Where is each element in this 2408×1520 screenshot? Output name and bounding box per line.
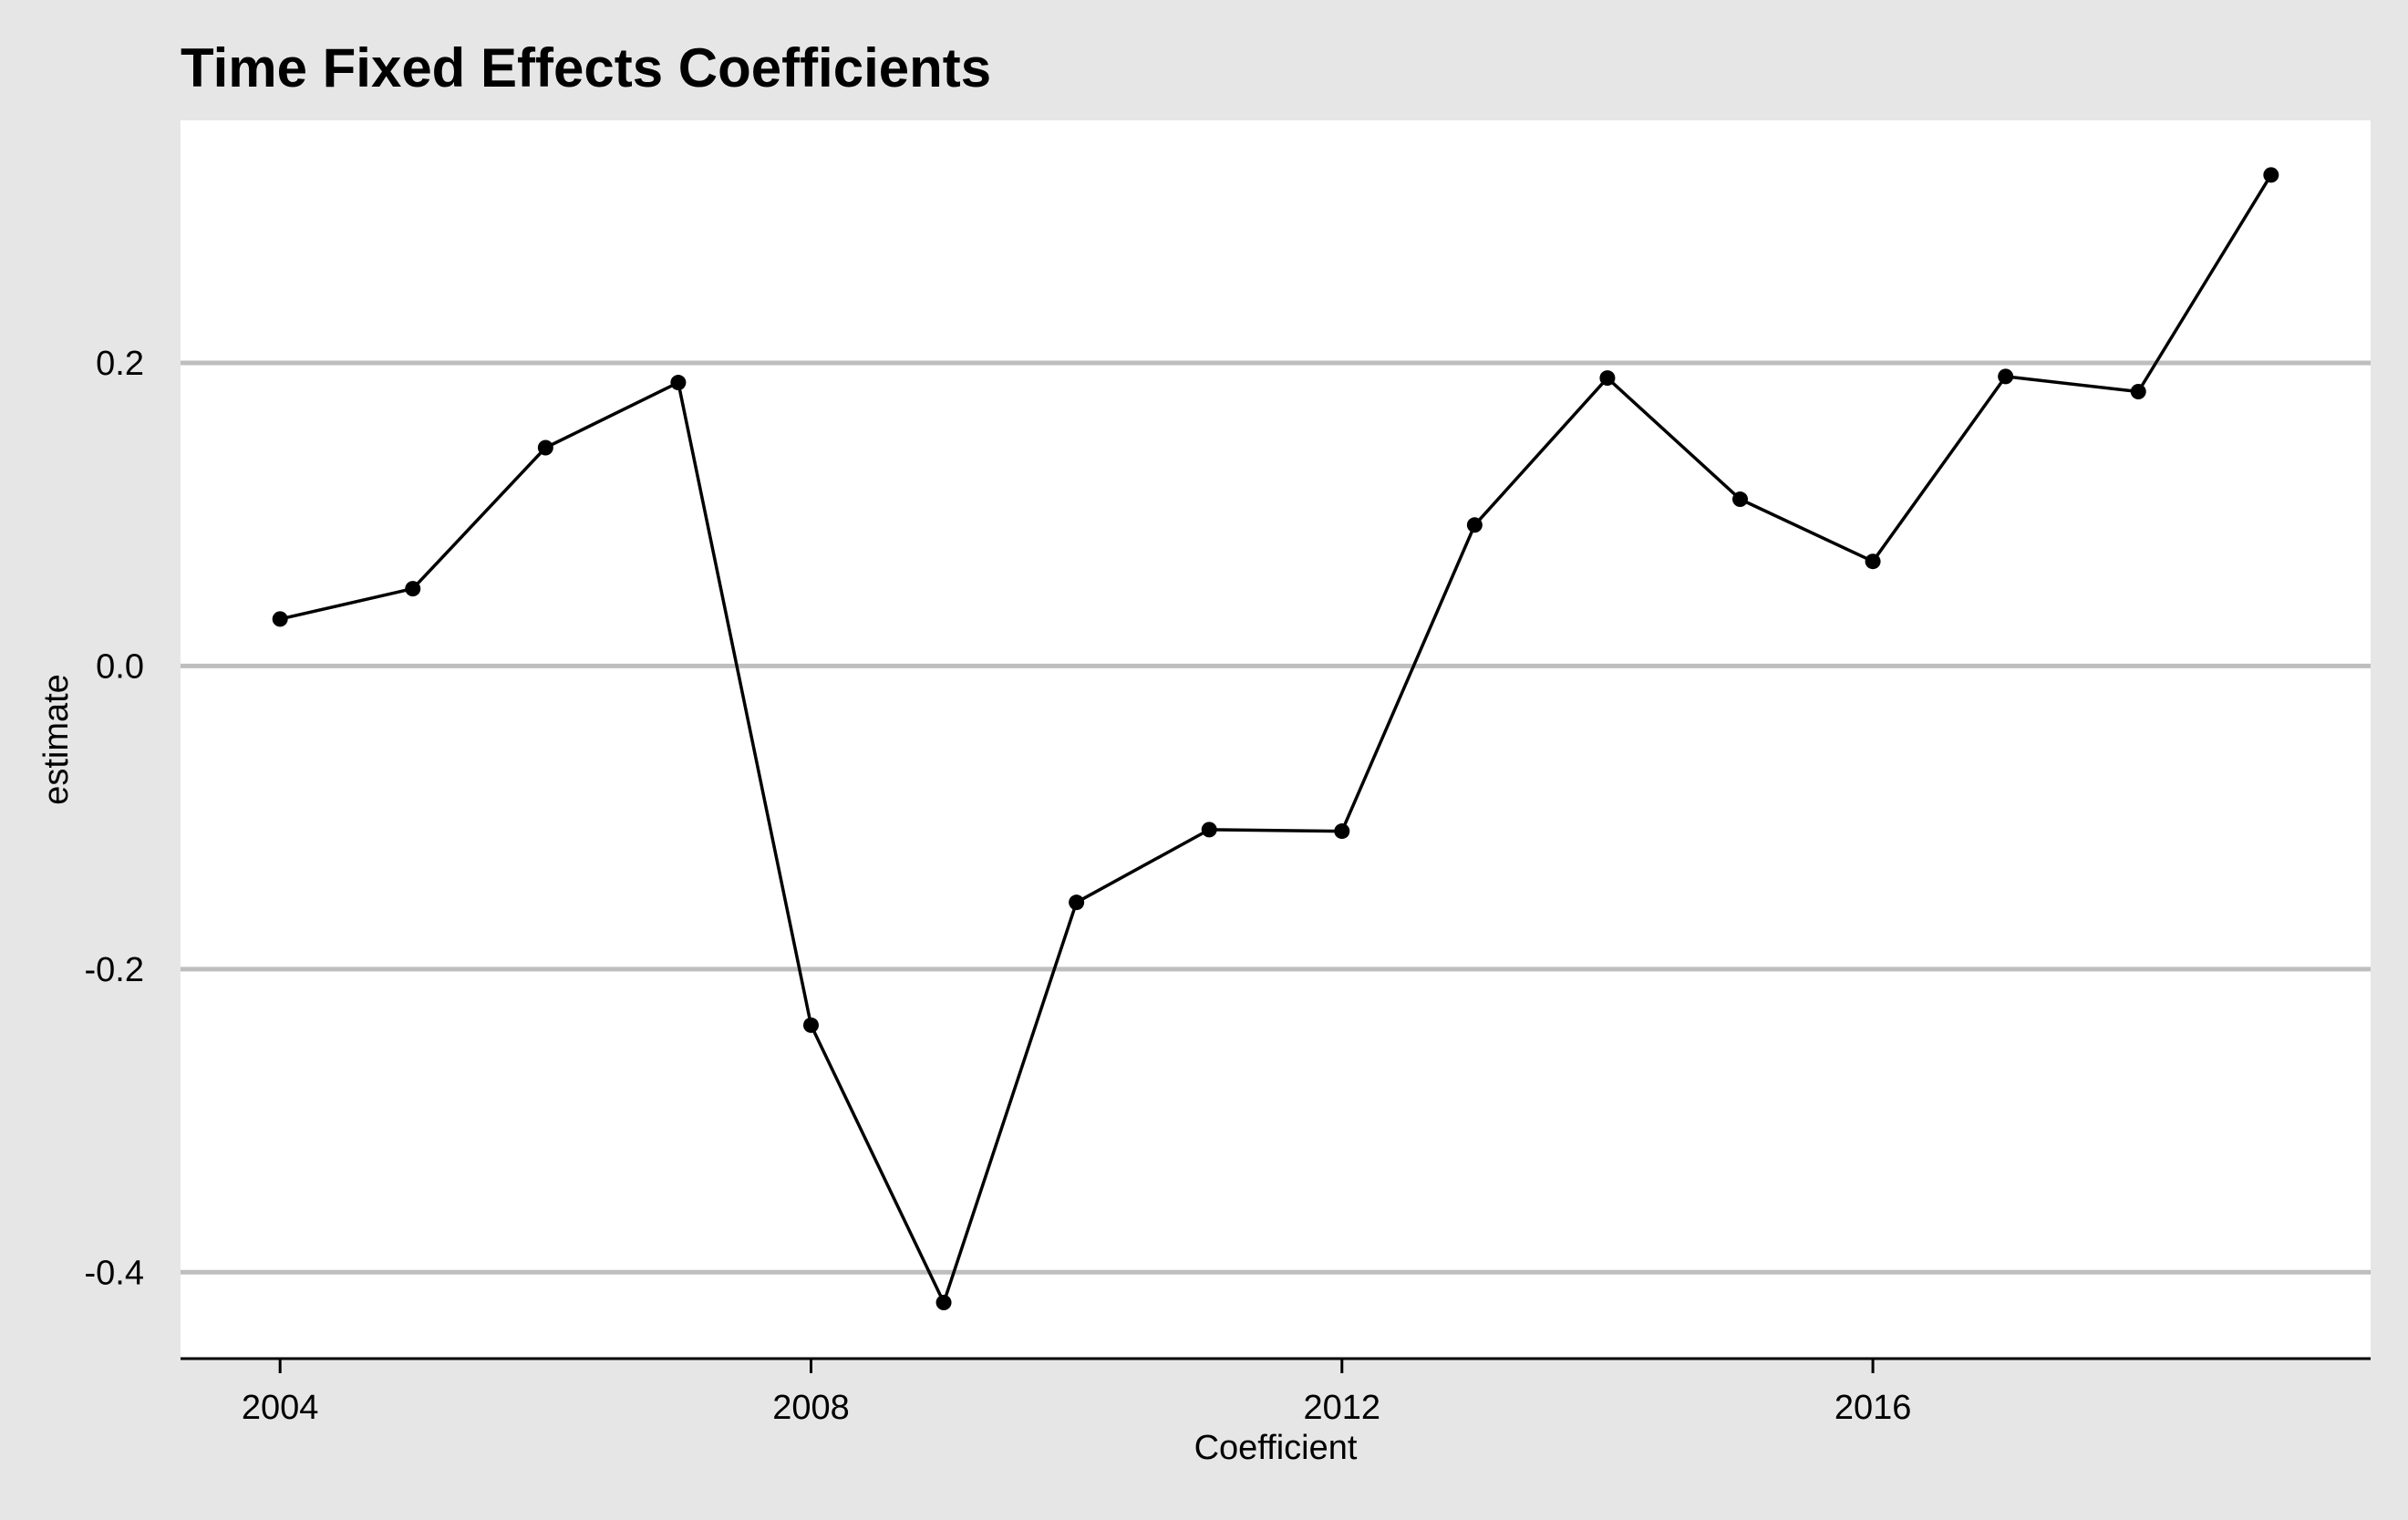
data-point xyxy=(272,611,288,627)
data-point xyxy=(1201,822,1217,838)
chart-title: Time Fixed Effects Coefficients xyxy=(181,37,991,98)
data-point xyxy=(405,581,421,597)
data-point xyxy=(802,1017,819,1033)
x-axis-title: Coefficient xyxy=(1194,1429,1358,1467)
y-tick-label: 0.0 xyxy=(96,647,144,686)
data-point xyxy=(1466,517,1483,533)
data-point xyxy=(537,439,553,456)
y-tick-label: -0.4 xyxy=(85,1254,144,1292)
y-tick-label: 0.2 xyxy=(96,345,144,383)
data-point xyxy=(935,1294,952,1310)
x-tick-label: 2012 xyxy=(1304,1389,1381,1427)
data-point xyxy=(1732,491,1749,508)
data-point xyxy=(1599,370,1616,387)
data-point xyxy=(1865,553,1881,570)
y-tick-label: -0.2 xyxy=(85,951,144,989)
axes: -0.4 -0.2 0.0 0.2 2004 2008 2012 2016 xyxy=(85,345,2371,1427)
data-point xyxy=(670,375,687,391)
data-point xyxy=(1334,823,1350,840)
data-point xyxy=(2263,167,2279,183)
grid-lines xyxy=(181,360,2371,1275)
series xyxy=(272,167,2279,1310)
x-tick-label: 2008 xyxy=(772,1389,850,1427)
x-tick-label: 2016 xyxy=(1834,1389,1912,1427)
series-line xyxy=(279,173,2273,1305)
data-point xyxy=(2130,384,2146,400)
data-point xyxy=(1998,368,2014,385)
y-axis-title: estimate xyxy=(37,674,76,805)
panel-background xyxy=(181,120,2371,1359)
data-point xyxy=(1069,894,1085,911)
x-tick-label: 2004 xyxy=(242,1389,319,1427)
